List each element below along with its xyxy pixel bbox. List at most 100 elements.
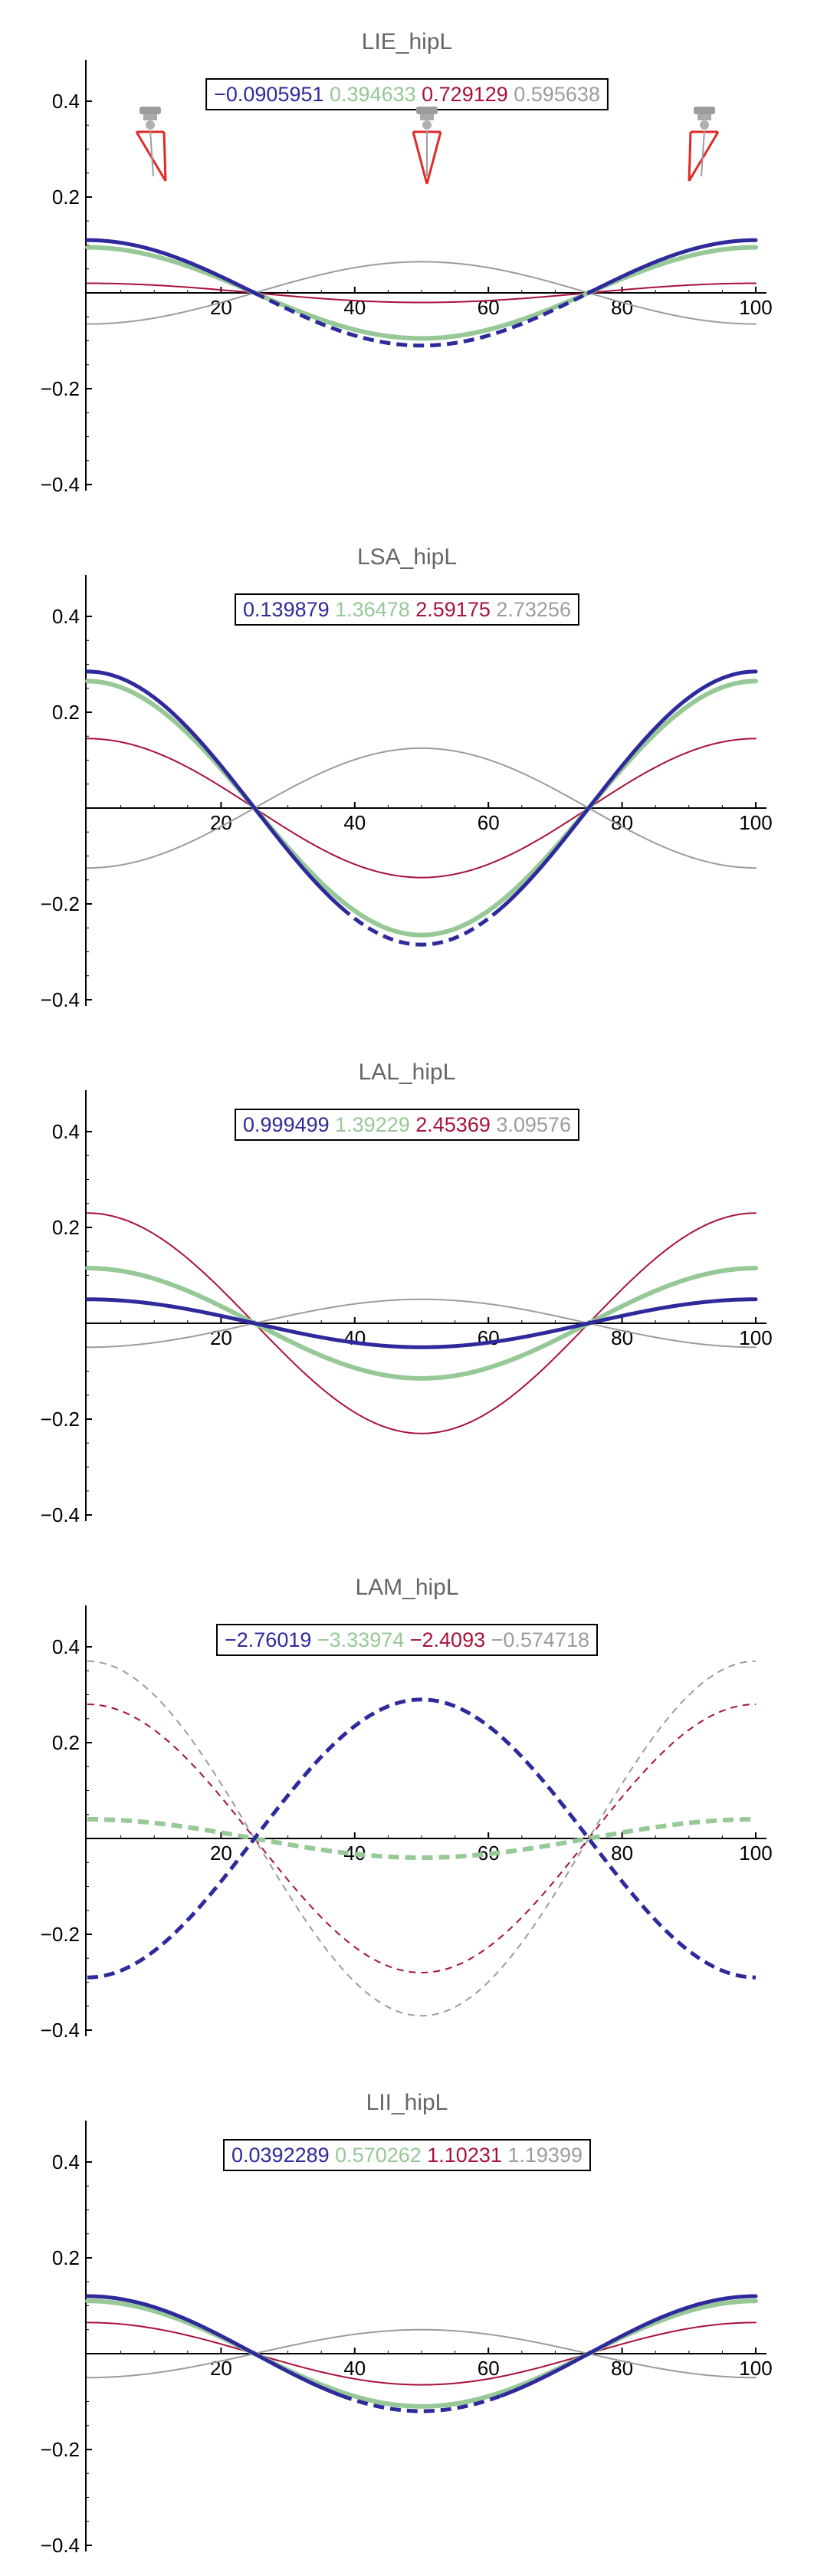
legend-box xyxy=(235,593,579,626)
legend-entry: −0.574718 xyxy=(485,1628,589,1651)
chart-title: LSA_hipL xyxy=(357,544,457,570)
y-tick-label: −0.2 xyxy=(41,2438,80,2461)
legend-entry: 0.570262 xyxy=(330,2144,422,2167)
legend: 0.0392289 0.570262 1.10231 1.19399 xyxy=(223,2139,591,2171)
pivot-ball xyxy=(422,120,432,130)
series-line xyxy=(87,1212,757,1434)
series-line-dashed xyxy=(340,905,504,947)
series-line xyxy=(87,2321,757,2386)
legend: −2.76019 −3.33974 −2.4093 −0.574718 xyxy=(216,1624,598,1656)
y-tick-label: 0.2 xyxy=(52,186,80,209)
legend-entry: 0.139879 xyxy=(243,598,330,621)
legend-entry: −2.76019 xyxy=(225,1628,311,1651)
series-line xyxy=(586,238,758,295)
x-tick-label: 40 xyxy=(343,296,366,319)
series-line-dashed xyxy=(87,1817,757,1861)
y-tick-label: 0.4 xyxy=(52,2150,80,2174)
series-line xyxy=(87,2328,757,2379)
legend: 0.999499 1.39229 2.45369 3.09576 xyxy=(235,1109,579,1141)
series-line-dashed xyxy=(87,1660,757,2017)
y-tick-label: 0.4 xyxy=(52,1120,80,1143)
series-line xyxy=(85,2298,758,2409)
x-tick-label: 20 xyxy=(210,1326,232,1349)
series-line xyxy=(85,1297,758,1349)
legend-text: −2.76019 −3.33974 −2.4093 −0.574718 xyxy=(225,1628,589,1651)
legend-entry: 2.45369 xyxy=(410,1113,491,1136)
chart-title: LAL_hipL xyxy=(359,1060,456,1085)
pivot-block xyxy=(139,107,161,114)
y-tick-label: 0.2 xyxy=(52,2246,80,2269)
y-tick-label: 0.4 xyxy=(52,1635,80,1658)
x-tick-label: 20 xyxy=(210,296,232,319)
y-tick-label: 0.4 xyxy=(52,90,80,113)
x-tick-label: 60 xyxy=(478,2357,500,2380)
series-line xyxy=(85,2294,343,2398)
legend-box xyxy=(205,78,609,110)
series-line xyxy=(85,238,257,295)
x-tick-label: 40 xyxy=(343,2357,366,2380)
chart-title: LAM_hipL xyxy=(355,1575,458,1600)
legend-text: 0.999499 1.39229 2.45369 3.09576 xyxy=(243,1113,571,1136)
chart-svg: LSA_hipL 0.139879 1.36478 2.59175 2.73256… xyxy=(41,544,773,1011)
legend-entry: 0.394633 xyxy=(324,83,416,106)
chart-title: LII_hipL xyxy=(366,2090,448,2115)
legend-entry: −2.4093 xyxy=(404,1628,485,1651)
chart-svg: LAL_hipL 0.999499 1.39229 2.45369 3.09576… xyxy=(41,1060,773,1526)
series-line-dashed xyxy=(253,291,590,348)
series-line-dashed xyxy=(87,1697,757,1980)
series-line xyxy=(87,738,757,879)
legend-entry: 0.729129 xyxy=(416,83,508,106)
chart-panel-lsa: LSA_hipL 0.139879 1.36478 2.59175 2.73256… xyxy=(0,515,814,1030)
pivot-ball xyxy=(700,120,709,130)
x-tick-label: 80 xyxy=(611,296,633,319)
legend-entry: −0.0905951 xyxy=(214,83,323,106)
chart-title: LIE_hipL xyxy=(362,29,452,54)
pendulum-icon xyxy=(135,107,167,182)
pendulum-rod xyxy=(149,130,154,177)
series-line xyxy=(85,1266,758,1381)
x-tick-label: 100 xyxy=(739,1842,772,1865)
series-line xyxy=(500,2294,758,2398)
x-tick-label: 40 xyxy=(343,1326,366,1349)
legend-text: 0.0392289 0.570262 1.10231 1.19399 xyxy=(231,2144,583,2167)
x-tick-label: 100 xyxy=(739,296,772,319)
chart-svg: LII_hipL 0.0392289 0.570262 1.10231 1.193… xyxy=(41,2090,773,2557)
y-tick-label: −0.2 xyxy=(41,1408,80,1431)
x-tick-label: 80 xyxy=(611,1842,633,1865)
y-tick-label: 0.2 xyxy=(52,1731,80,1754)
x-tick-label: 60 xyxy=(478,296,500,319)
legend-text: −0.0905951 0.394633 0.729129 0.595638 xyxy=(214,83,600,106)
legend-entry: 3.09576 xyxy=(491,1113,571,1136)
legend-entry: 0.999499 xyxy=(243,1113,330,1136)
pivot-block xyxy=(416,107,438,114)
y-tick-label: −0.4 xyxy=(41,2019,80,2042)
y-tick-label: 0.4 xyxy=(52,605,80,628)
series-line xyxy=(85,669,343,910)
series-line xyxy=(85,678,758,938)
series-line-dashed xyxy=(340,2394,503,2413)
legend-entry: 1.10231 xyxy=(422,2144,502,2167)
legend-entry: 2.59175 xyxy=(410,598,491,621)
legend-entry: −3.33974 xyxy=(311,1628,404,1651)
y-tick-label: −0.4 xyxy=(41,1503,80,1526)
legend-box xyxy=(216,1624,598,1656)
series-line-dashed xyxy=(87,1704,757,1974)
pendulum-icon xyxy=(412,107,442,185)
chart-panel-lam: LAM_hipL −2.76019 −3.33974 −2.4093 −0.574… xyxy=(0,1546,814,2061)
pivot-joint xyxy=(420,114,434,120)
series-line xyxy=(87,261,757,325)
x-tick-label: 20 xyxy=(210,1842,232,1865)
legend-box xyxy=(223,2139,591,2171)
legend-entry: 1.36478 xyxy=(330,598,410,621)
x-tick-label: 80 xyxy=(611,1326,633,1349)
pivot-ball xyxy=(146,120,155,130)
x-tick-label: 20 xyxy=(210,2357,232,2380)
y-tick-label: −0.2 xyxy=(41,892,80,915)
x-tick-label: 100 xyxy=(739,2357,772,2380)
y-tick-label: −0.4 xyxy=(41,988,80,1011)
legend-entry: 0.0392289 xyxy=(231,2144,330,2167)
pivot-joint xyxy=(697,114,711,120)
legend-box xyxy=(235,1109,579,1141)
chart-panel-lal: LAL_hipL 0.999499 1.39229 2.45369 3.09576… xyxy=(0,1030,814,1546)
legend: 0.139879 1.36478 2.59175 2.73256 xyxy=(235,593,579,626)
